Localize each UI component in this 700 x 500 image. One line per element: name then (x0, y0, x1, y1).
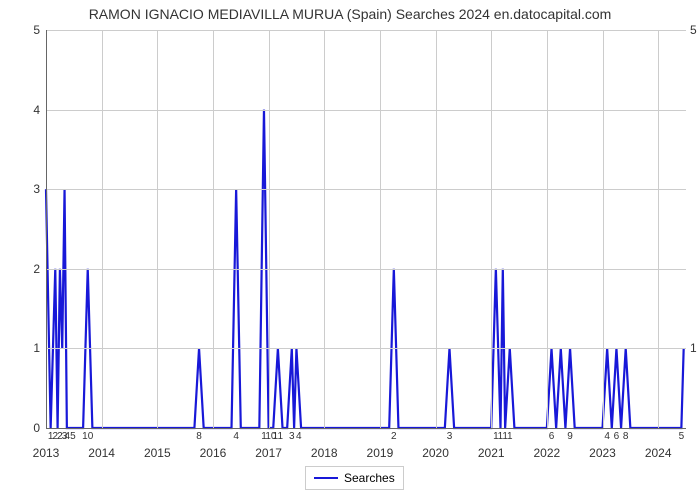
x-point-label: 11 (273, 431, 283, 442)
plot-area (46, 30, 686, 428)
y-tick-label-right: 5 (690, 23, 700, 37)
x-point-label: 5 (679, 431, 685, 442)
grid-line (102, 30, 103, 428)
x-point-label: 6 (614, 431, 620, 442)
x-point-label: 1 (507, 431, 513, 442)
x-point-label: 9 (567, 431, 573, 442)
x-year-label: 2013 (33, 446, 60, 460)
x-year-label: 2024 (645, 446, 672, 460)
legend-label: Searches (344, 471, 395, 485)
x-year-label: 2021 (478, 446, 505, 460)
grid-line (269, 30, 270, 428)
grid-line (547, 30, 548, 428)
x-point-label: 10 (82, 431, 93, 442)
x-year-label: 2016 (200, 446, 227, 460)
x-point-label: 4 (233, 431, 239, 442)
grid-line (213, 30, 214, 428)
x-year-label: 2023 (589, 446, 616, 460)
x-year-label: 2014 (88, 446, 115, 460)
grid-line (324, 30, 325, 428)
y-tick-label: 1 (24, 341, 40, 355)
x-point-label: 8 (196, 431, 202, 442)
searches-chart: RAMON IGNACIO MEDIAVILLA MURUA (Spain) S… (0, 0, 700, 500)
grid-line (46, 189, 686, 190)
x-year-label: 2019 (367, 446, 394, 460)
grid-line (436, 30, 437, 428)
x-point-label: 4 (604, 431, 610, 442)
y-tick-label: 4 (24, 103, 40, 117)
y-tick-label: 0 (24, 421, 40, 435)
series-line (46, 30, 686, 428)
x-year-label: 2022 (534, 446, 561, 460)
y-tick-label: 3 (24, 182, 40, 196)
y-tick-label: 2 (24, 262, 40, 276)
x-point-label: 3 (447, 431, 453, 442)
x-axis (46, 428, 686, 429)
x-year-label: 2018 (311, 446, 338, 460)
x-point-label: 6 (549, 431, 555, 442)
x-point-label: 3 (289, 431, 295, 442)
grid-line (658, 30, 659, 428)
grid-line (46, 348, 686, 349)
grid-line (603, 30, 604, 428)
grid-line (491, 30, 492, 428)
x-point-label: 2 (391, 431, 397, 442)
legend-line-icon (314, 477, 338, 479)
y-tick-label-right: 1 (690, 341, 700, 355)
x-point-label: 45 (65, 431, 76, 442)
y-axis (46, 30, 47, 428)
grid-line (380, 30, 381, 428)
grid-line (46, 269, 686, 270)
x-year-label: 2020 (422, 446, 449, 460)
grid-line (46, 110, 686, 111)
chart-title: RAMON IGNACIO MEDIAVILLA MURUA (Spain) S… (0, 6, 700, 22)
x-year-label: 2017 (255, 446, 282, 460)
chart-legend: Searches (305, 466, 404, 490)
y-tick-label: 5 (24, 23, 40, 37)
x-point-label: 4 (296, 431, 302, 442)
x-point-label: 8 (623, 431, 629, 442)
grid-line (46, 30, 686, 31)
grid-line (157, 30, 158, 428)
x-year-label: 2015 (144, 446, 171, 460)
